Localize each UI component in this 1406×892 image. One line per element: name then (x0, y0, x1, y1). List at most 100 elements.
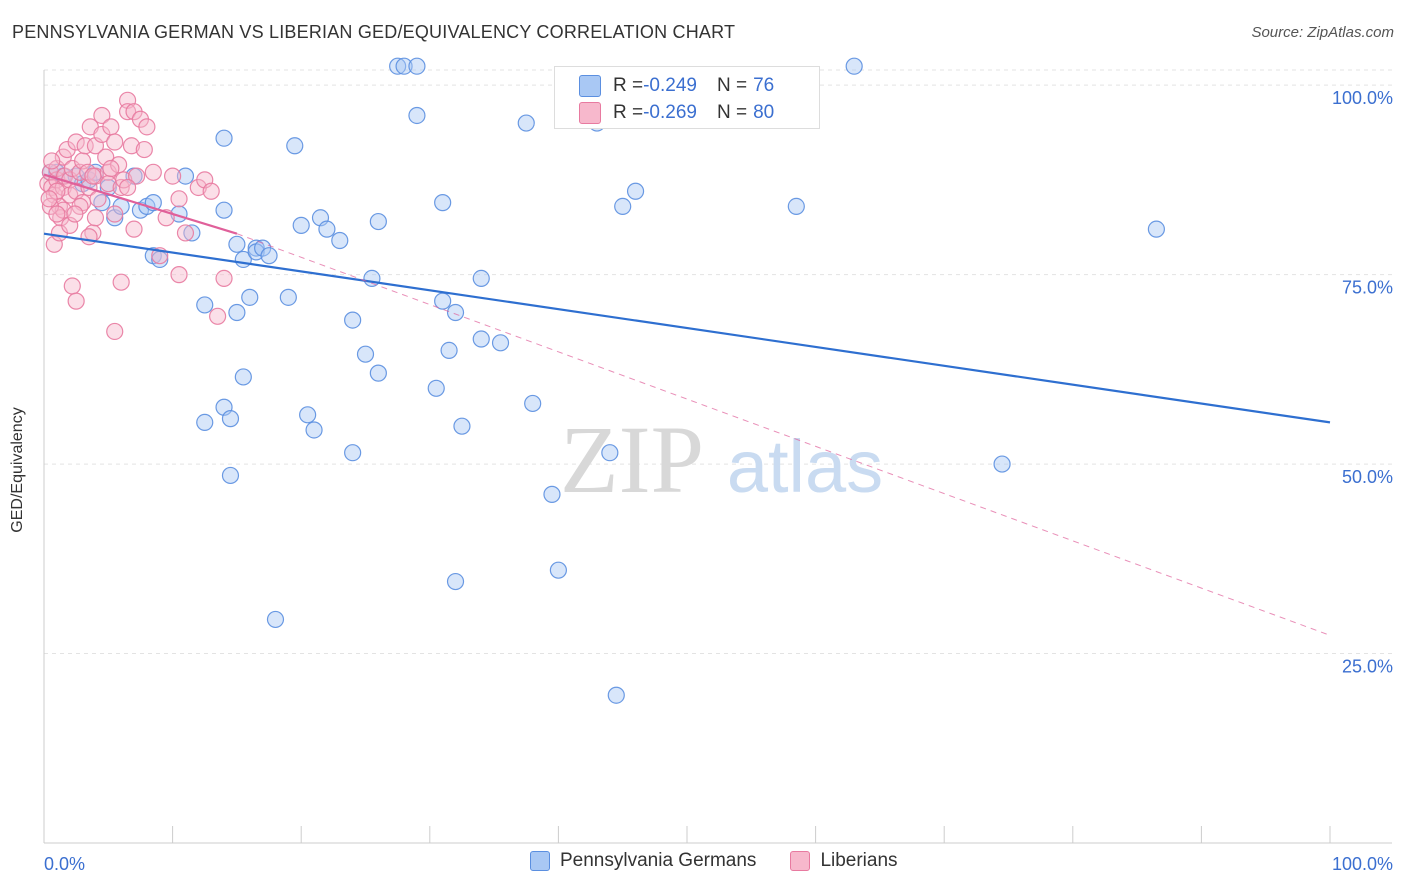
stats-swatch-blue (579, 75, 601, 97)
point-pennsylvania-germans (363, 269, 381, 288)
point-liberians (67, 292, 85, 310)
legend-swatch-blue (530, 851, 550, 871)
point-pennsylvania-germans (196, 296, 214, 314)
stats-n-label: N = (716, 75, 748, 96)
point-liberians (48, 205, 66, 223)
stats-legend-box: R = -0.249 N = 76 R = -0.269 N = 80 (554, 66, 820, 129)
point-pennsylvania-germans (601, 444, 619, 462)
point-liberians (106, 205, 124, 223)
point-liberians (144, 163, 162, 181)
watermark-zip: ZIP (560, 406, 704, 513)
point-pennsylvania-germans (369, 212, 387, 231)
point-pennsylvania-germans (215, 129, 233, 147)
stats-swatch-pink (579, 102, 601, 124)
point-pennsylvania-germans (472, 269, 490, 288)
point-liberians (43, 152, 61, 170)
point-liberians (84, 167, 102, 185)
point-pennsylvania-germans (549, 561, 568, 579)
stats-r-label: R = (613, 102, 644, 123)
point-pennsylvania-germans (318, 220, 336, 238)
point-pennsylvania-germans (221, 410, 240, 428)
point-pennsylvania-germans (183, 224, 201, 242)
point-pennsylvania-germans (234, 368, 252, 386)
source-label: Source: ZipAtlas.com (1251, 24, 1394, 41)
trend-lines (43, 173, 1331, 636)
point-pennsylvania-germans (260, 247, 278, 265)
stats-r-label: R = (613, 75, 644, 96)
tick-labels: 25.0% 50.0% 75.0% 100.0% 0.0% 100.0% (44, 88, 1393, 874)
x-tick-label: 0.0% (44, 854, 85, 874)
trend-line-liberians (43, 173, 238, 235)
legend-label: Liberians (820, 850, 898, 871)
point-pennsylvania-germans (266, 610, 285, 629)
point-liberians (170, 266, 188, 284)
point-liberians (125, 220, 143, 238)
point-pennsylvania-germans (408, 106, 426, 125)
point-liberians (138, 118, 156, 136)
point-pennsylvania-germans (626, 182, 645, 200)
point-pennsylvania-germans (331, 231, 349, 250)
point-pennsylvania-germans (221, 466, 240, 485)
watermark: ZIP atlas (560, 406, 883, 513)
y-tick-label: 100.0% (1332, 88, 1393, 108)
point-pennsylvania-germans (228, 303, 246, 322)
point-pennsylvania-germans (292, 216, 310, 234)
legend-label: Pennsylvania Germans (560, 850, 757, 871)
trend-line-pennsylvania-germans (43, 232, 1331, 424)
point-liberians (135, 140, 153, 159)
legend-item-liberians[interactable]: Liberians (790, 850, 898, 872)
point-liberians (122, 137, 141, 155)
stats-n-value: 80 (753, 102, 775, 123)
y-tick-label: 75.0% (1342, 278, 1393, 298)
point-liberians (118, 103, 137, 121)
point-pennsylvania-germans (279, 288, 297, 306)
point-pennsylvania-germans (176, 167, 195, 185)
point-pennsylvania-germans (286, 137, 304, 155)
legend-item-pennsylvania-germans[interactable]: Pennsylvania Germans (530, 850, 756, 872)
point-pennsylvania-germans (305, 421, 323, 439)
point-liberians (170, 190, 188, 208)
stats-n-label: N = (716, 102, 748, 123)
point-pennsylvania-germans (395, 57, 413, 75)
point-liberians (40, 190, 58, 208)
point-pennsylvania-germans (247, 239, 265, 257)
point-pennsylvania-germans (845, 57, 863, 75)
point-pennsylvania-germans (543, 485, 561, 503)
point-liberians (67, 133, 85, 151)
point-liberians (176, 224, 195, 242)
y-tick-label: 25.0% (1342, 657, 1393, 677)
point-pennsylvania-germans (344, 444, 362, 462)
stats-row-pennsylvania-germans: R = -0.249 N = 76 (579, 73, 774, 99)
point-liberians (112, 273, 130, 291)
point-pennsylvania-germans (472, 330, 490, 348)
point-pennsylvania-germans (344, 311, 362, 329)
point-pennsylvania-germans (369, 364, 387, 382)
point-pennsylvania-germans (389, 57, 407, 75)
legend-swatch-pink (790, 851, 811, 871)
point-liberians (202, 182, 220, 200)
point-pennsylvania-germans (434, 194, 452, 212)
point-pennsylvania-germans (524, 394, 542, 413)
point-liberians (93, 106, 111, 125)
axes (43, 70, 1392, 844)
point-pennsylvania-germans (993, 455, 1011, 473)
point-liberians (80, 228, 98, 246)
point-pennsylvania-germans (607, 686, 625, 704)
point-pennsylvania-germans (446, 572, 465, 591)
series-legend: Pennsylvania Germans Liberians (530, 850, 932, 872)
point-pennsylvania-germans (614, 197, 632, 216)
point-pennsylvania-germans (408, 57, 426, 75)
point-liberians (106, 322, 124, 341)
point-pennsylvania-germans (241, 288, 259, 306)
point-pennsylvania-germans (517, 114, 535, 132)
point-liberians (164, 167, 182, 185)
point-pennsylvania-germans (446, 303, 465, 322)
trend-line-liberians-extension (236, 233, 1331, 636)
stats-n-value: 76 (753, 75, 775, 96)
point-pennsylvania-germans (787, 197, 805, 216)
point-pennsylvania-germans (1147, 220, 1165, 238)
point-pennsylvania-germans (427, 379, 445, 397)
point-pennsylvania-germans (356, 345, 375, 363)
point-pennsylvania-germans (453, 417, 471, 435)
chart-title: PENNSYLVANIA GERMAN VS LIBERIAN GED/EQUI… (12, 22, 736, 42)
